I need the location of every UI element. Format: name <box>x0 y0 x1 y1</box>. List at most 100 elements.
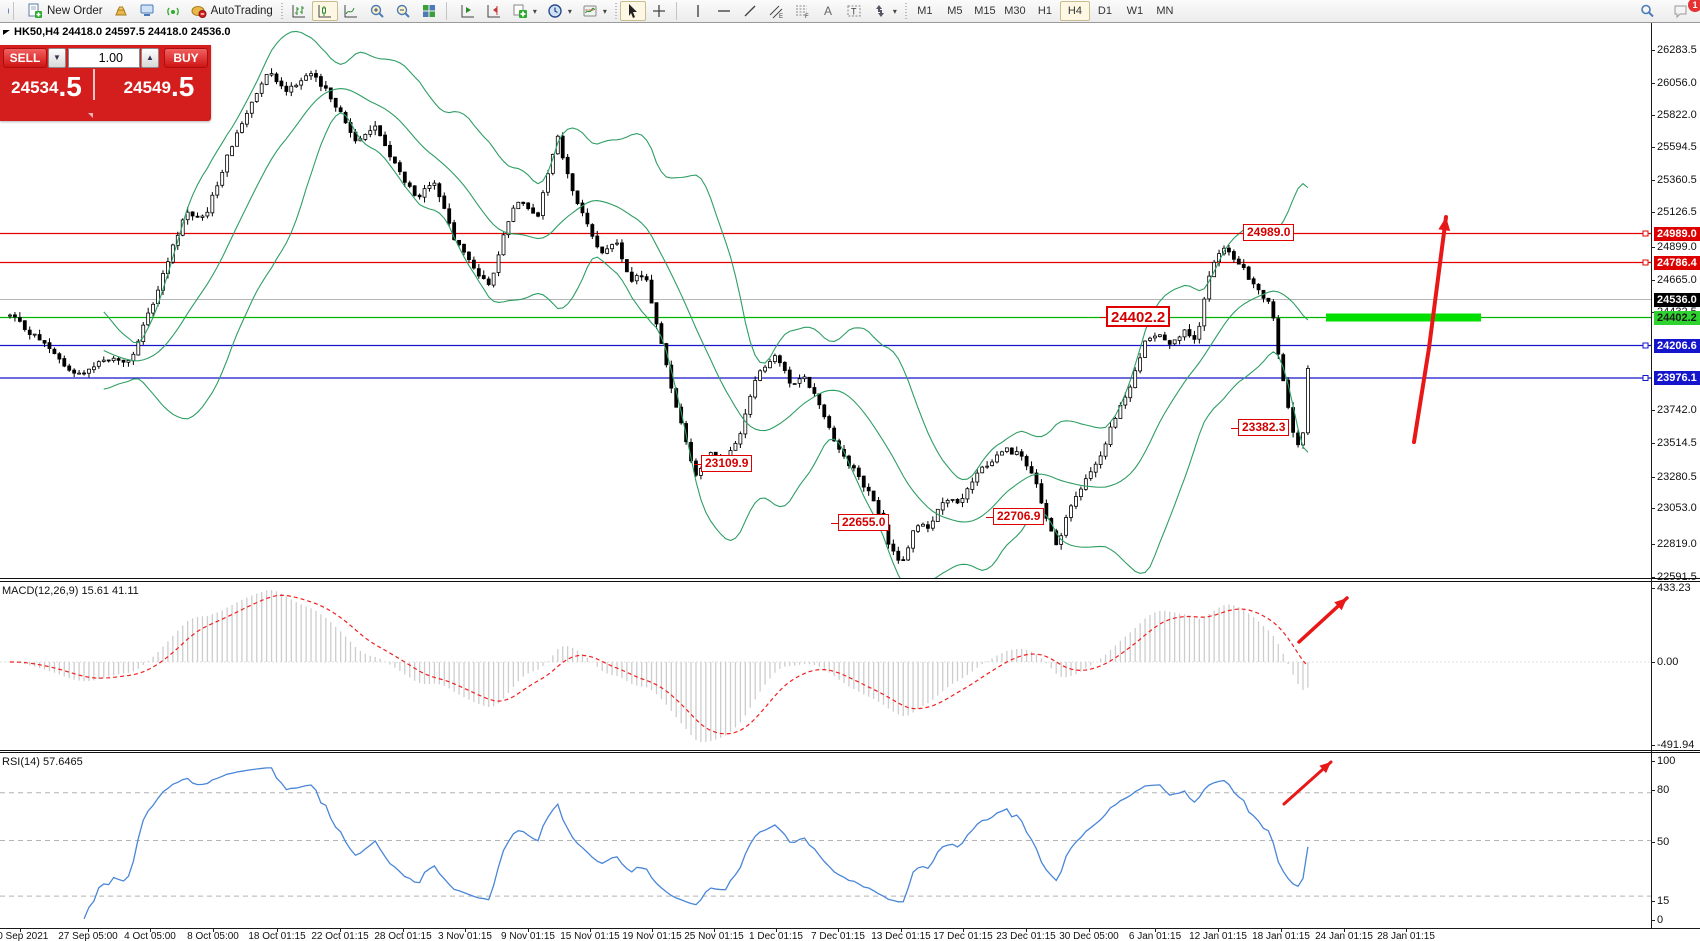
timeframe-W1[interactable]: W1 <box>1126 5 1144 17</box>
cursor-button[interactable] <box>619 1 646 21</box>
templates-button[interactable]: ▾ <box>577 1 612 21</box>
price-tick-label: 25360.5 <box>1657 174 1697 186</box>
toolbar-grip <box>904 3 907 19</box>
equidistant-channel-button[interactable]: E <box>763 1 789 21</box>
buy-button[interactable]: BUY <box>164 48 208 68</box>
zoom-in-button[interactable] <box>364 1 390 21</box>
chart-price-label[interactable]: 24402.2 <box>1099 306 1171 327</box>
zoom-in-icon <box>370 4 384 18</box>
timeframe-MN[interactable]: MN <box>1156 5 1174 17</box>
gold-button[interactable] <box>108 1 134 21</box>
new-order-icon <box>28 3 42 18</box>
horizontal-line-button[interactable] <box>711 1 737 21</box>
axis-tick <box>1406 928 1407 932</box>
rsi-pane[interactable] <box>0 753 1651 928</box>
chart-area[interactable]: 26283.5 26056.0 25822.0 25594.5 25360.5 25126… <box>0 23 1700 941</box>
chart-price-label[interactable]: 24989.0 <box>1235 224 1295 241</box>
autotrading-button[interactable]: AutoTrading <box>186 1 278 21</box>
timeframe-M30[interactable]: M30 <box>1004 5 1026 17</box>
new-order-button[interactable]: New Order <box>22 1 108 21</box>
time-tick-label: 30 Dec 05:00 <box>1059 931 1119 941</box>
sell-button[interactable]: SELL <box>3 48 47 68</box>
widget-resize-grip[interactable] <box>88 113 93 118</box>
auto-scroll-button[interactable] <box>455 1 481 21</box>
timeframe-M5[interactable]: M5 <box>947 5 963 17</box>
trendline-button[interactable] <box>737 1 763 21</box>
timeframe-M15[interactable]: M15 <box>974 5 996 17</box>
price-tick-label: 22591.5 <box>1657 571 1697 583</box>
chart-price-label[interactable]: 23109.9 <box>693 455 753 472</box>
chart-price-label[interactable]: 22706.9 <box>985 508 1045 525</box>
text-button[interactable]: A <box>815 1 841 21</box>
chat-button[interactable]: 1 <box>1668 0 1700 21</box>
periods-icon <box>548 4 562 18</box>
time-axis-line <box>0 928 1700 929</box>
zoom-out-button[interactable] <box>390 1 416 21</box>
timeframe-D1[interactable]: D1 <box>1097 5 1112 17</box>
buy-price[interactable]: 24549.5 <box>123 71 195 102</box>
chart-price-label[interactable]: 23382.3 <box>1230 419 1290 436</box>
volume-increase-button[interactable]: ▲ <box>141 48 159 68</box>
text-label-button[interactable]: T <box>841 1 867 21</box>
periods-button[interactable]: ▾ <box>542 1 577 21</box>
pane-separator[interactable] <box>0 578 1700 582</box>
axis-tick <box>1651 662 1655 663</box>
autotrading-icon <box>191 6 207 18</box>
indicators-button[interactable]: ▾ <box>507 1 542 21</box>
time-tick-label: 13 Dec 01:15 <box>871 931 931 941</box>
toolbar: New Order AutoT <box>0 0 1700 23</box>
search-button[interactable] <box>1634 1 1660 21</box>
arrows-button[interactable]: ▾ <box>867 1 902 21</box>
timeframe-H1[interactable]: H1 <box>1037 5 1052 17</box>
line-chart-button[interactable] <box>338 1 364 21</box>
axis-tick <box>1651 212 1655 213</box>
terminal-icon <box>140 4 154 16</box>
axis-tick <box>1651 745 1655 746</box>
axis-tick <box>1651 147 1655 148</box>
crosshair-icon <box>652 5 665 17</box>
volume-input[interactable] <box>68 48 140 68</box>
candlestick-chart-button[interactable] <box>311 1 338 21</box>
chat-badge: 1 <box>1688 0 1700 12</box>
price-tick-label: 80 <box>1657 784 1670 796</box>
time-tick-label: 3 Nov 01:15 <box>438 931 492 941</box>
price-tick-label: 0.00 <box>1657 656 1679 668</box>
axis-tick <box>1089 928 1090 932</box>
macd-pane[interactable] <box>0 582 1651 750</box>
axis-tick <box>1026 928 1027 932</box>
price-tick-label: 15 <box>1657 895 1670 907</box>
axis-tick <box>1651 508 1655 509</box>
time-tick-label: 25 Nov 01:15 <box>684 931 744 941</box>
pane-separator[interactable] <box>0 750 1700 753</box>
price-tick-label: 25126.5 <box>1657 206 1697 218</box>
timeframe-H4[interactable]: H4 <box>1059 1 1090 21</box>
crosshair-button[interactable] <box>646 1 672 21</box>
timeframe-M1[interactable]: M1 <box>917 5 933 17</box>
axis-tick <box>1344 928 1345 932</box>
bar-chart-button[interactable] <box>286 1 312 21</box>
chart-price-label[interactable]: 22655.0 <box>830 514 890 531</box>
virtual-hosting-button[interactable] <box>134 1 160 21</box>
tile-windows-button[interactable] <box>416 1 442 21</box>
time-tick-label: 4 Oct 05:00 <box>124 931 176 941</box>
fibonacci-button[interactable]: F <box>789 1 815 21</box>
vertical-line-button[interactable] <box>685 1 711 21</box>
sell-price[interactable]: 24534.5 <box>0 69 95 101</box>
price-line-badge: 24786.4 <box>1654 256 1700 270</box>
price-tick-label: 24665.0 <box>1657 274 1697 286</box>
axis-tick <box>1651 544 1655 545</box>
signals-button[interactable] <box>160 1 186 21</box>
axis-tick <box>776 928 777 932</box>
volume-decrease-button[interactable]: ▼ <box>48 48 66 68</box>
templates-icon <box>583 5 597 17</box>
main-chart-pane[interactable] <box>0 23 1651 578</box>
price-line-badge: 23976.1 <box>1654 371 1700 385</box>
toolbar-grip <box>280 3 283 19</box>
price-tick-label: 100 <box>1657 755 1676 767</box>
chart-shift-button[interactable] <box>481 1 507 21</box>
signal-icon <box>166 7 179 16</box>
fibonacci-icon: F <box>795 5 809 19</box>
price-tick-label: 22819.0 <box>1657 538 1697 550</box>
time-tick-label: 18 Jan 01:15 <box>1252 931 1310 941</box>
chevron-down-icon: ▾ <box>532 6 537 16</box>
